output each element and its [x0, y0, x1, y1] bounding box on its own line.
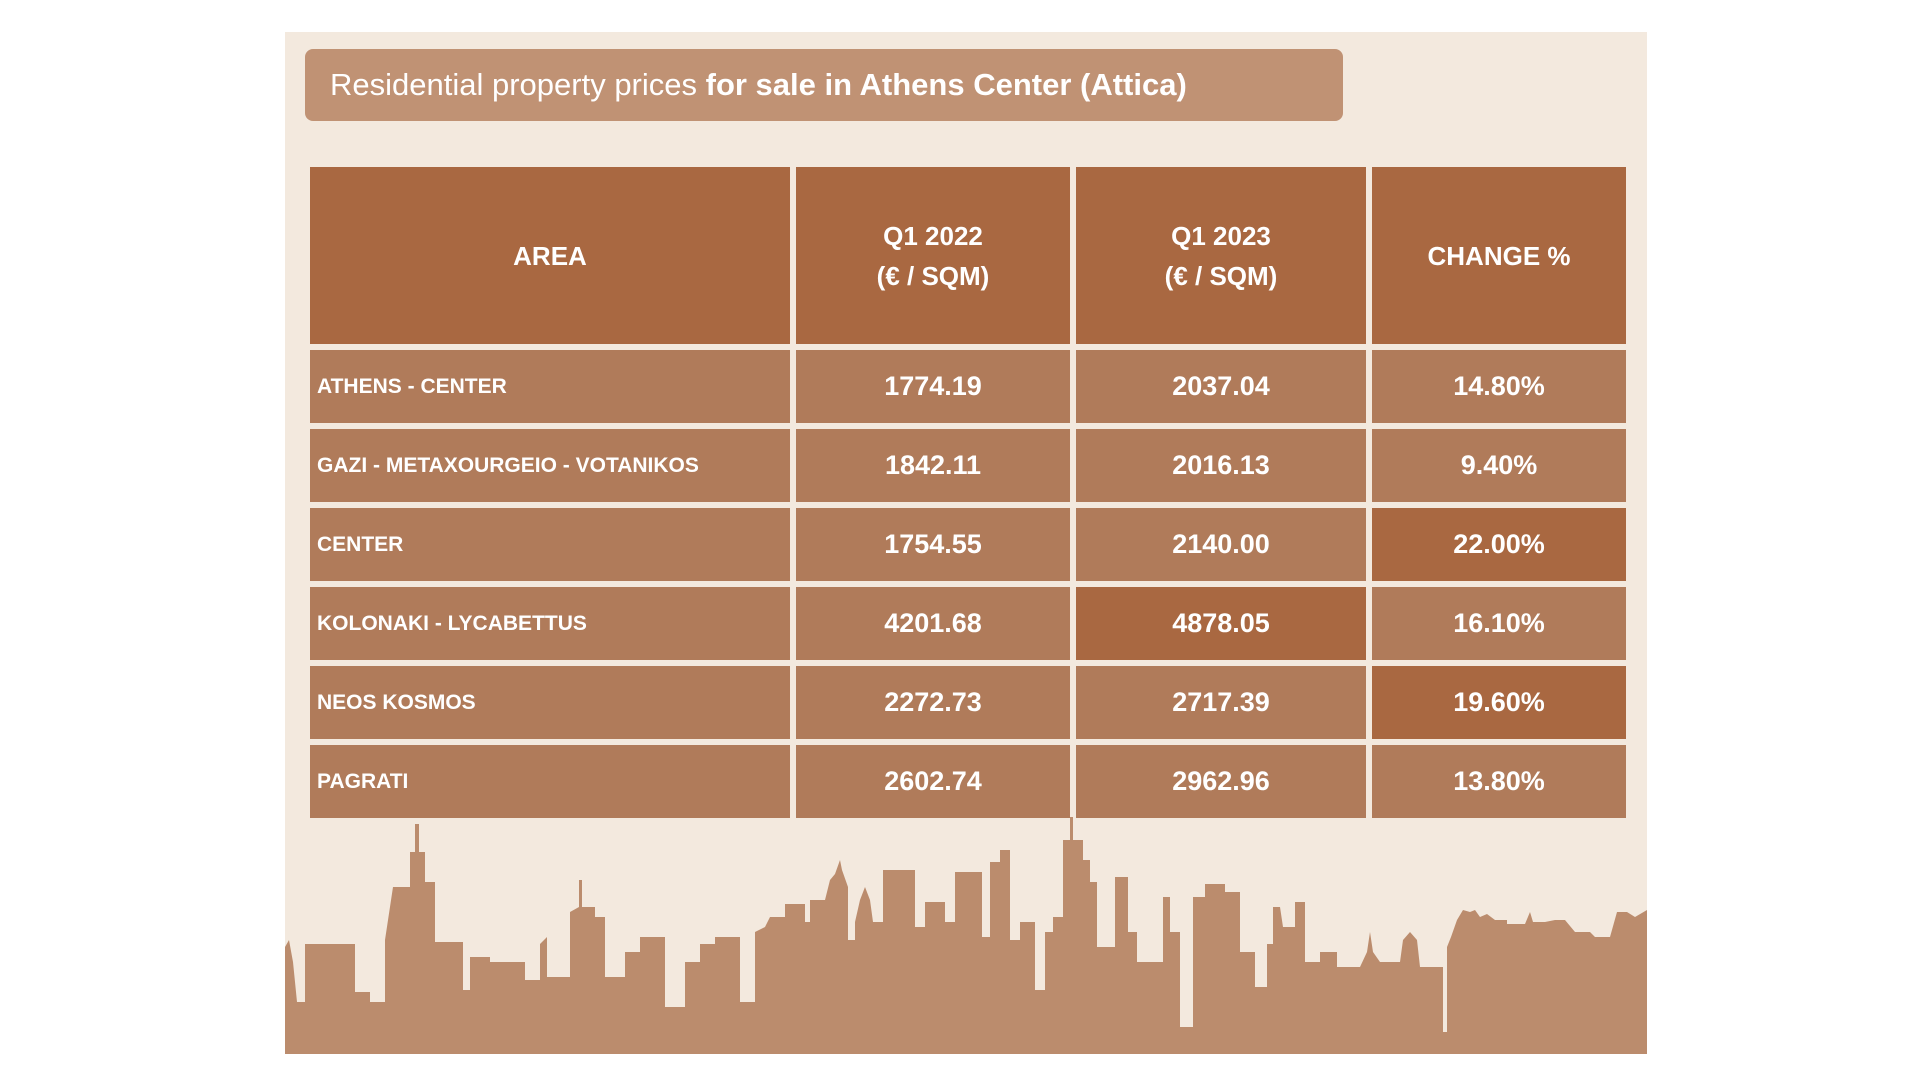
header-change-line1: CHANGE % — [1427, 240, 1571, 271]
header-q1-2023-line1: Q1 2023 — [1171, 220, 1271, 251]
header-change: CHANGE % — [1372, 167, 1626, 344]
cell-q1-2023: 2016.13 — [1076, 429, 1366, 502]
cell-q1-2023: 2717.39 — [1076, 666, 1366, 739]
cell-q1-2022: 2272.73 — [796, 666, 1070, 739]
skyline-silhouette — [285, 817, 1647, 1054]
table-row: PAGRATI 2602.74 2962.96 13.80% — [310, 745, 1626, 818]
table-row: ATHENS - CENTER 1774.19 2037.04 14.80% — [310, 350, 1626, 423]
table-row: KOLONAKI - LYCABETTUS 4201.68 4878.05 16… — [310, 587, 1626, 660]
chart-title: Residential property prices for sale in … — [305, 49, 1343, 121]
cell-change: 13.80% — [1372, 745, 1626, 818]
cell-q1-2022: 1842.11 — [796, 429, 1070, 502]
header-q1-2022: Q1 2022 (€ / SQM) — [796, 167, 1070, 344]
cell-change: 14.80% — [1372, 350, 1626, 423]
header-area-line1: AREA — [513, 240, 587, 271]
cell-q1-2022: 4201.68 — [796, 587, 1070, 660]
cell-area: KOLONAKI - LYCABETTUS — [310, 587, 790, 660]
cell-area: PAGRATI — [310, 745, 790, 818]
header-q1-2023: Q1 2023 (€ / SQM) — [1076, 167, 1366, 344]
cell-q1-2023: 4878.05 — [1076, 587, 1366, 660]
header-q1-2023-line2: (€ / SQM) — [1164, 260, 1278, 291]
cell-area: NEOS KOSMOS — [310, 666, 790, 739]
cell-q1-2022: 1754.55 — [796, 508, 1070, 581]
cell-area: ATHENS - CENTER — [310, 350, 790, 423]
cell-q1-2023: 2962.96 — [1076, 745, 1366, 818]
price-table-wrap: AREA Q1 2022 (€ / SQM) Q1 2023 (€ / SQM) C… — [310, 167, 1626, 818]
title-bold: for sale in Athens Center (Attica) — [705, 67, 1187, 102]
header-q1-2022-line2: (€ / SQM) — [876, 260, 990, 291]
cell-change: 19.60% — [1372, 666, 1626, 739]
header-q1-2022-line1: Q1 2022 — [883, 220, 983, 251]
cell-change: 16.10% — [1372, 587, 1626, 660]
city-skyline-illustration — [285, 817, 1647, 1054]
table-row: CENTER 1754.55 2140.00 22.00% — [310, 508, 1626, 581]
price-table: AREA Q1 2022 (€ / SQM) Q1 2023 (€ / SQM) C… — [304, 161, 1632, 824]
title-regular: Residential property prices — [330, 67, 706, 102]
header-area: AREA — [310, 167, 790, 344]
table-row: NEOS KOSMOS 2272.73 2717.39 19.60% — [310, 666, 1626, 739]
cell-q1-2022: 2602.74 — [796, 745, 1070, 818]
cell-change: 22.00% — [1372, 508, 1626, 581]
cell-q1-2023: 2140.00 — [1076, 508, 1366, 581]
table-row: GAZI - METAXOURGEIO - VOTANIKOS 1842.11 … — [310, 429, 1626, 502]
cell-q1-2023: 2037.04 — [1076, 350, 1366, 423]
cell-area: GAZI - METAXOURGEIO - VOTANIKOS — [310, 429, 790, 502]
cell-change: 9.40% — [1372, 429, 1626, 502]
infographic-card: Residential property prices for sale in … — [285, 32, 1647, 1054]
cell-area: CENTER — [310, 508, 790, 581]
header-row: AREA Q1 2022 (€ / SQM) Q1 2023 (€ / SQM) C… — [310, 167, 1626, 344]
cell-q1-2022: 1774.19 — [796, 350, 1070, 423]
